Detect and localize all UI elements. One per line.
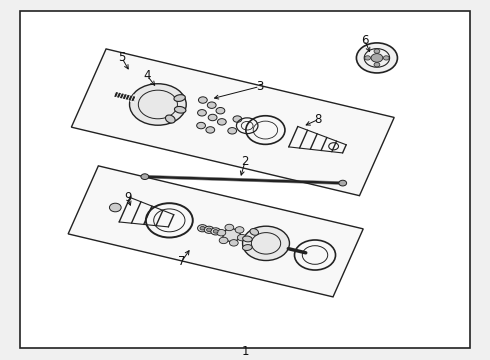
Circle shape [237,234,246,241]
Text: 3: 3 [256,80,263,93]
Ellipse shape [243,236,252,242]
Ellipse shape [174,95,185,102]
Circle shape [229,240,238,246]
Circle shape [198,97,207,103]
Circle shape [208,114,217,121]
Circle shape [217,230,226,236]
Circle shape [365,56,370,60]
Circle shape [204,226,214,233]
Text: 5: 5 [118,51,125,64]
Text: 8: 8 [315,113,322,126]
Text: 9: 9 [124,191,131,204]
Ellipse shape [174,107,186,113]
Text: 4: 4 [144,69,151,82]
Text: 2: 2 [241,155,249,168]
Circle shape [356,43,397,73]
Text: 7: 7 [178,255,185,268]
Circle shape [206,127,215,133]
Circle shape [213,230,218,233]
Circle shape [200,226,205,230]
Circle shape [374,63,380,67]
Circle shape [223,229,241,242]
Circle shape [233,116,242,122]
Circle shape [383,56,389,60]
Text: 1: 1 [241,345,249,358]
Circle shape [371,54,383,62]
Circle shape [109,203,121,212]
Circle shape [197,109,206,116]
Text: 6: 6 [361,33,368,46]
Circle shape [228,127,237,134]
Circle shape [219,237,228,244]
Circle shape [196,122,205,129]
Ellipse shape [243,226,290,261]
Circle shape [207,102,216,108]
Circle shape [216,108,225,114]
Polygon shape [72,49,394,196]
Circle shape [197,225,207,232]
Ellipse shape [250,229,259,235]
Circle shape [207,228,212,231]
Circle shape [141,174,149,180]
Ellipse shape [243,244,252,251]
Circle shape [235,227,244,233]
Ellipse shape [166,115,175,123]
Circle shape [211,228,220,235]
Circle shape [218,119,226,125]
Ellipse shape [129,84,186,125]
Circle shape [374,49,380,53]
Polygon shape [68,166,363,297]
Circle shape [225,224,234,231]
Circle shape [339,180,346,186]
